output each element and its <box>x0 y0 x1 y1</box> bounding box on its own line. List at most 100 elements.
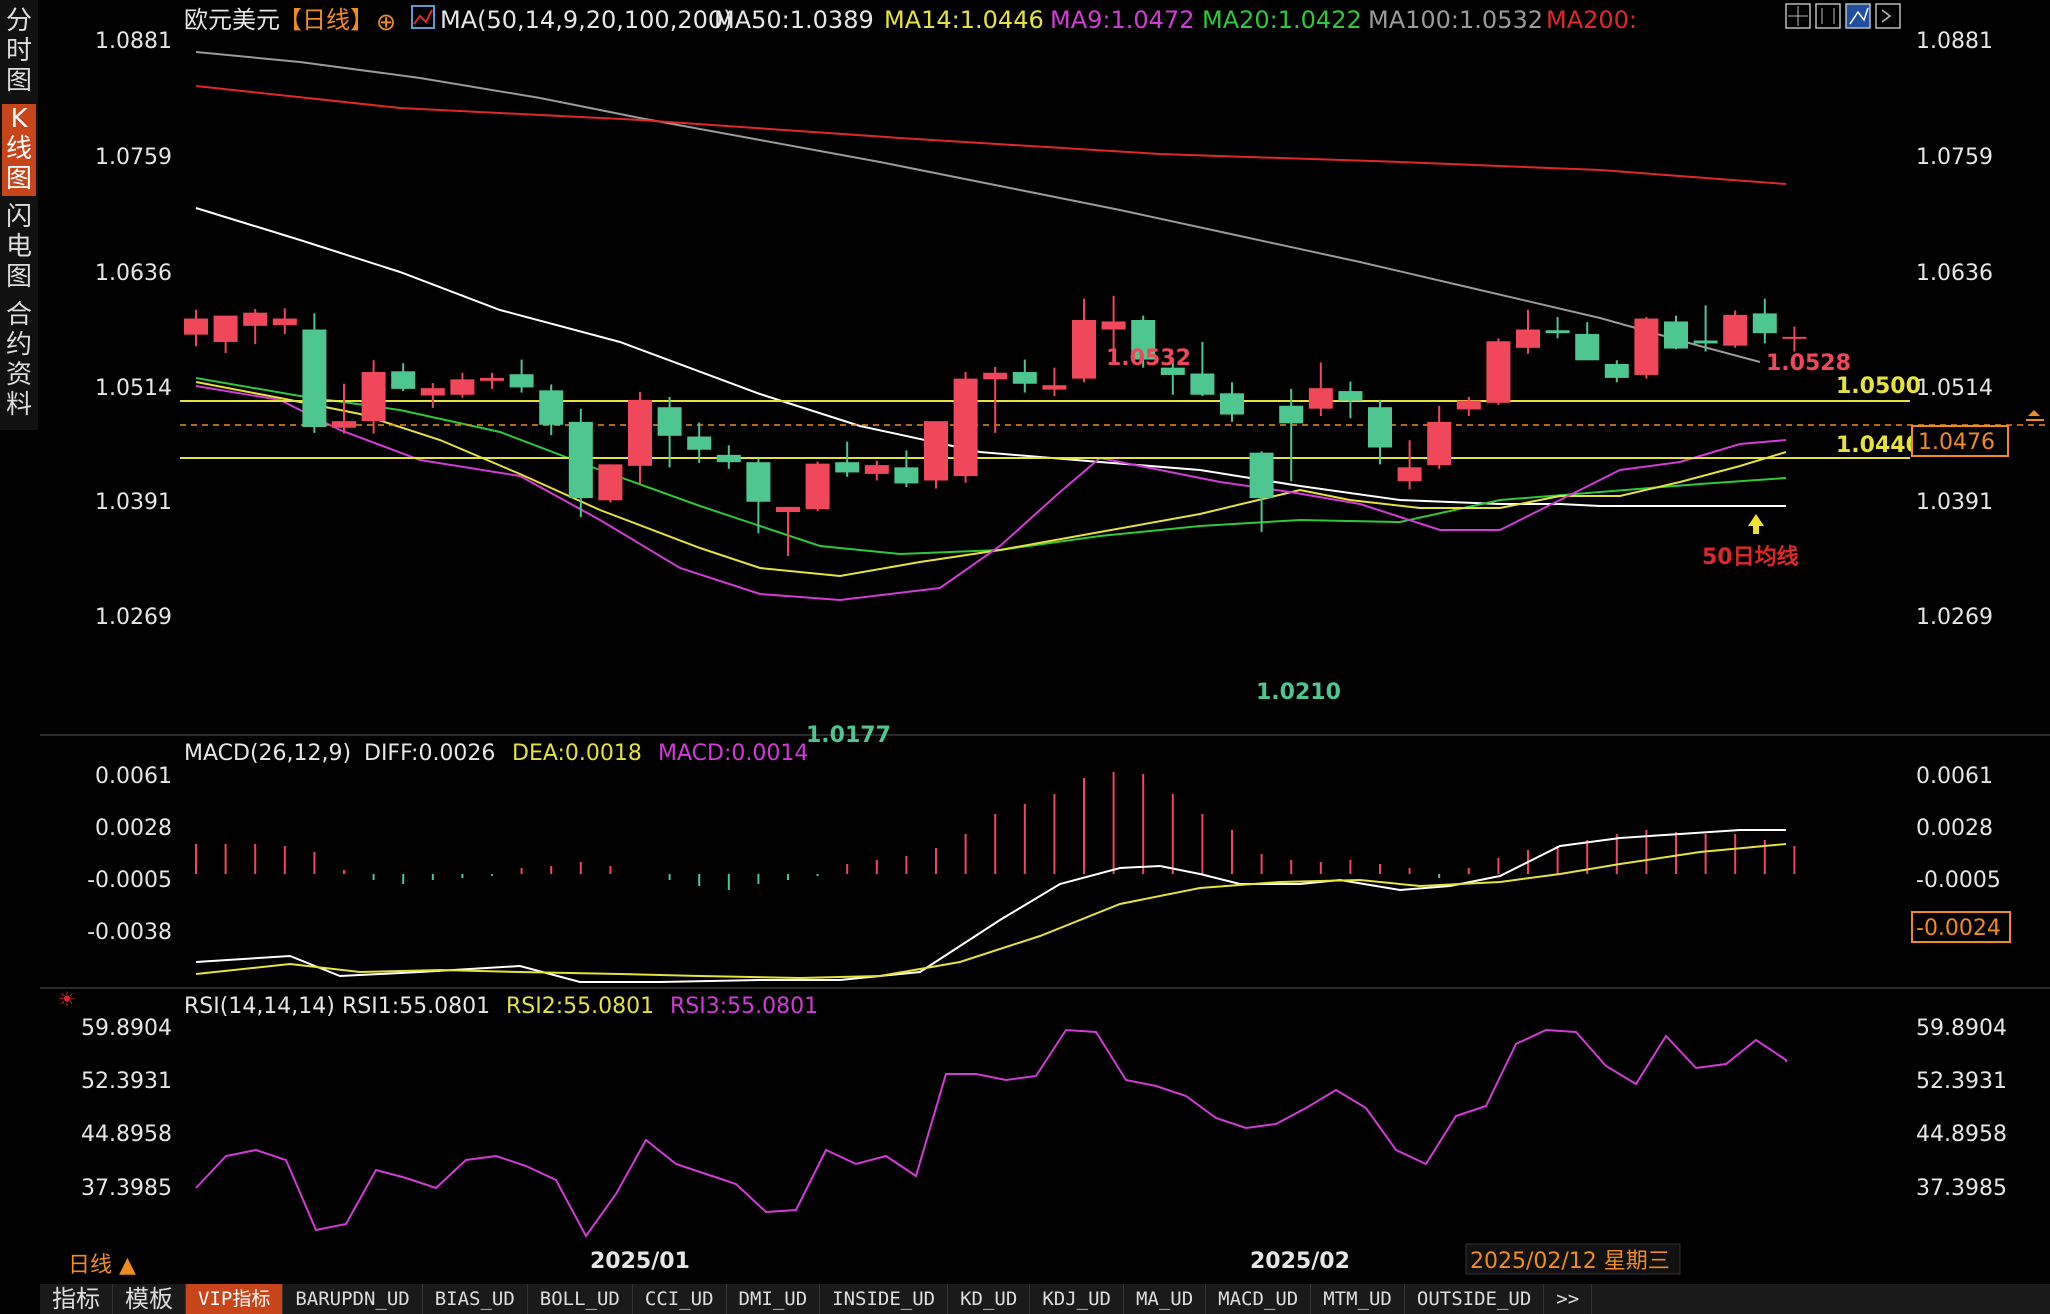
indicator-tab[interactable]: MA_UD <box>1124 1284 1207 1314</box>
indicator-tab[interactable]: BOLL_UD <box>528 1284 633 1314</box>
candle-up[interactable] <box>1516 329 1540 348</box>
candle-up[interactable] <box>213 315 238 342</box>
candle-up[interactable] <box>924 421 948 481</box>
candle-down[interactable] <box>1012 372 1037 384</box>
crosshair-icon[interactable] <box>1785 3 1811 29</box>
candle-up[interactable] <box>361 372 386 422</box>
candle-down[interactable] <box>509 374 534 388</box>
indicator-tab[interactable]: CCI_UD <box>633 1284 727 1314</box>
arrow-up-icon <box>1748 514 1764 534</box>
indicator-tab[interactable]: DMI_UD <box>727 1284 821 1314</box>
candle-down[interactable] <box>1604 363 1629 378</box>
indicator-tab[interactable]: >> <box>1544 1284 1593 1314</box>
indicator-chart-icon-line <box>413 9 433 25</box>
indicator-icon[interactable] <box>1845 3 1871 29</box>
candle-down[interactable] <box>746 462 771 502</box>
indicator-tab[interactable]: BIAS_UD <box>423 1284 528 1314</box>
indicator-tab[interactable]: VIP指标 <box>186 1284 284 1314</box>
indicator-tab[interactable]: 指标 <box>40 1284 113 1314</box>
candle-up[interactable] <box>1634 318 1659 375</box>
candle-down[interactable] <box>894 467 919 484</box>
sidebar-tab-char: 图 <box>5 262 32 292</box>
candle-up[interactable] <box>1397 467 1422 482</box>
chart-area[interactable]: 欧元美元 【日线】 ⊕ MA(50,14,9,20,100,200) MA50:… <box>0 0 2050 1284</box>
sidebar-tab-char: 电 <box>5 232 32 262</box>
candle-down[interactable] <box>1131 319 1156 360</box>
candle-down[interactable] <box>835 462 860 473</box>
candle-down[interactable] <box>657 407 682 436</box>
candle-down[interactable] <box>687 436 712 450</box>
candle-up[interactable] <box>243 312 268 326</box>
macd-diff: DIFF:0.0026 <box>364 741 495 766</box>
candle-down[interactable] <box>1190 373 1215 395</box>
indicator-tab[interactable]: KDJ_UD <box>1030 1284 1124 1314</box>
rsi-line <box>195 1028 1787 1238</box>
candle-up[interactable] <box>450 379 475 395</box>
candle-up[interactable] <box>480 377 504 381</box>
candle-down[interactable] <box>391 371 416 389</box>
candle-up[interactable] <box>1308 388 1333 409</box>
candle-down[interactable] <box>1338 391 1363 401</box>
indicator-tabbar: 指标 模板 VIP指标 BARUPDN_UD BIAS_UD BOLL_UD CCI_UD D… <box>40 1284 2050 1314</box>
candle-down[interactable] <box>302 329 327 427</box>
candle-down[interactable] <box>1279 405 1304 424</box>
candle-down[interactable] <box>1664 321 1688 349</box>
macd-cursor-tag <box>1911 911 2011 943</box>
candle-up[interactable] <box>953 378 978 477</box>
add-indicator-icon[interactable]: ⊕ <box>376 8 396 36</box>
indicator-tab[interactable]: INSIDE_UD <box>820 1284 949 1314</box>
indicator-tab[interactable]: KD_UD <box>948 1284 1031 1314</box>
candle-down[interactable] <box>1368 407 1392 448</box>
candle-up[interactable] <box>1456 400 1481 410</box>
candle-down[interactable] <box>568 421 593 499</box>
candle-down[interactable] <box>1693 340 1718 344</box>
candle-up[interactable] <box>1042 385 1067 390</box>
candle-up[interactable] <box>1486 341 1511 403</box>
indicator-chart-icon[interactable] <box>411 5 435 29</box>
tab-time-chart[interactable]: 分时图 <box>2 6 36 98</box>
candle-up[interactable] <box>1427 421 1452 466</box>
candle-down[interactable] <box>1160 367 1185 375</box>
low-label: 1.0177 <box>806 723 891 748</box>
settings-sun-icon[interactable]: ☀ <box>58 987 76 1011</box>
candle-up[interactable] <box>805 463 830 510</box>
candle-down[interactable] <box>716 454 741 463</box>
indicator-tab[interactable]: BARUPDN_UD <box>283 1284 423 1314</box>
candle-up[interactable] <box>983 372 1008 380</box>
candle-up[interactable] <box>332 421 356 428</box>
candle-down[interactable] <box>1220 393 1244 415</box>
expand-icon[interactable] <box>1875 3 1901 29</box>
tab-contract-info[interactable]: 合约资料 <box>2 300 36 424</box>
candle-up[interactable] <box>272 318 297 326</box>
candle-up[interactable] <box>864 465 889 474</box>
tab-flash-chart[interactable]: 闪电图 <box>2 202 36 294</box>
candle-down[interactable] <box>1575 333 1600 361</box>
period-indicator[interactable]: 日线 ▲ <box>68 1253 136 1278</box>
indicator-tab[interactable]: MACD_UD <box>1206 1284 1312 1314</box>
candle-up[interactable] <box>1101 321 1126 330</box>
candle-up[interactable] <box>1782 336 1807 339</box>
indicator-tab[interactable]: 模板 <box>113 1284 186 1314</box>
candle-up[interactable] <box>776 506 800 513</box>
high-label: 1.0532 <box>1106 346 1191 371</box>
macd-tick: -0.0005 <box>87 868 172 893</box>
candle-up[interactable] <box>598 464 623 501</box>
candle-up[interactable] <box>628 399 652 466</box>
candle-down[interactable] <box>539 390 564 425</box>
price-axis-right: 1.0881 1.0759 1.0636 1.0514 1.0391 1.026… <box>1916 29 1993 630</box>
layout-icon[interactable] <box>1815 3 1841 29</box>
candle-down[interactable] <box>1752 313 1777 334</box>
indicator-tab[interactable]: MTM_UD <box>1311 1284 1405 1314</box>
month-label: 2025/01 <box>590 1249 690 1274</box>
candle-down[interactable] <box>1249 452 1274 499</box>
candle-up[interactable] <box>184 318 208 335</box>
indicator-tab[interactable]: OUTSIDE_UD <box>1405 1284 1545 1314</box>
candle-up[interactable] <box>420 388 445 396</box>
candle-up[interactable] <box>1723 314 1748 346</box>
price-tick: 1.0759 <box>95 145 172 170</box>
candle-up[interactable] <box>1072 319 1096 379</box>
ma20-value: MA20:1.0422 <box>1202 6 1362 34</box>
candle-down[interactable] <box>1545 330 1570 334</box>
